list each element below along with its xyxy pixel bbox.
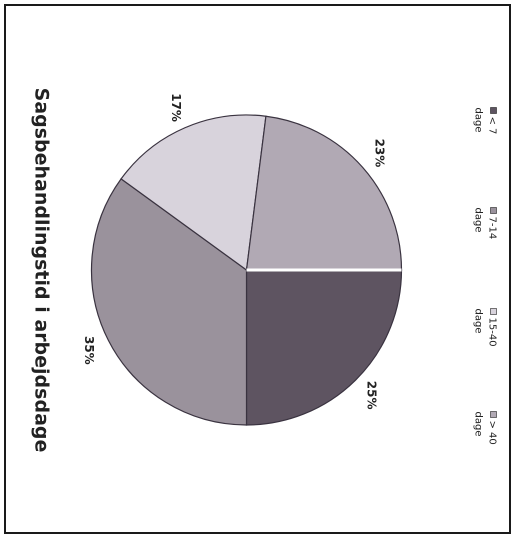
legend-swatch [490, 411, 497, 418]
pie-slice [245, 269, 403, 426]
legend-label: < 7 [487, 117, 498, 135]
legend-label: 7-14 [487, 217, 498, 240]
legend-unit: dage [473, 309, 484, 334]
legend-label: 15-40 [487, 318, 498, 347]
legend-swatch [490, 308, 497, 315]
pie-slice [245, 115, 403, 271]
legend-unit: dage [473, 208, 484, 233]
slice-label: 35% [82, 336, 96, 365]
legend-unit: dage [473, 108, 484, 133]
legend-swatch [490, 207, 497, 214]
pie-slice [120, 114, 267, 272]
legend-swatch [490, 107, 497, 114]
chart-title: Sagsbehandlingstid i arbejdsdage [31, 88, 53, 453]
legend-label: > 40 [487, 421, 498, 445]
legend-unit: dage [473, 412, 484, 437]
slice-label: 23% [372, 139, 386, 168]
slice-label: 25% [365, 381, 379, 410]
pie-slice [90, 178, 248, 426]
slice-label: 17% [169, 93, 183, 122]
